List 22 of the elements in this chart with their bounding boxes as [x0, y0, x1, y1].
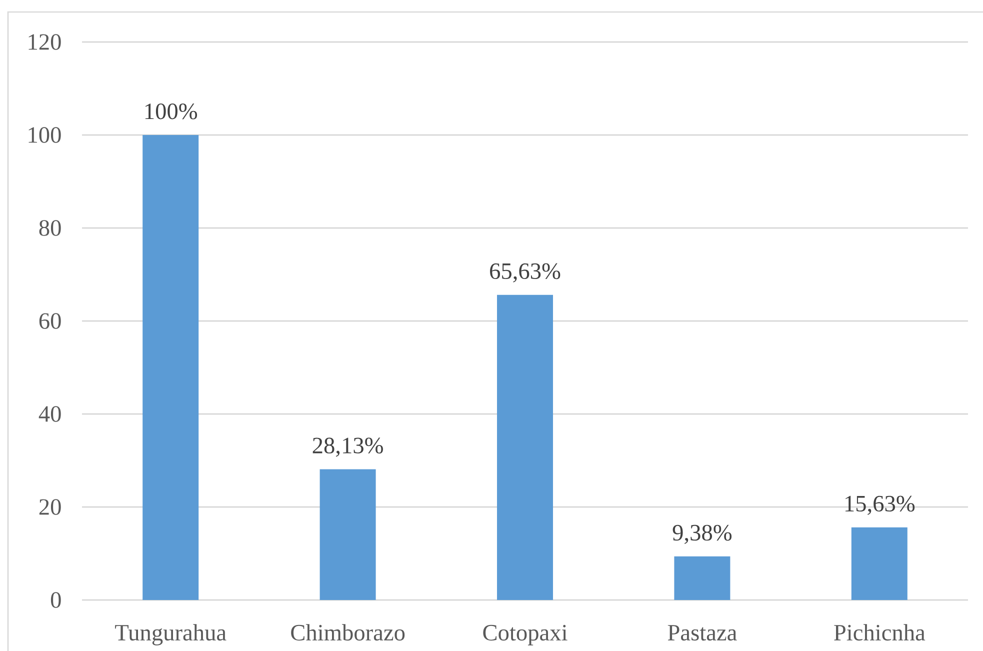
bar	[497, 294, 553, 600]
x-tick-label: Pastaza	[668, 625, 737, 641]
x-tick-label: Pichicnha	[834, 624, 926, 641]
data-label: 65,63%	[490, 263, 560, 282]
y-tick-label: 80	[39, 220, 61, 236]
y-tick-label: 100	[28, 127, 61, 143]
y-tick-label: 0	[50, 592, 61, 608]
data-label: 28,13%	[312, 438, 383, 457]
bar	[851, 527, 908, 600]
bar	[320, 469, 376, 600]
y-tick-label: 60	[39, 313, 61, 329]
data-label: 15,63%	[845, 496, 915, 515]
data-label: 100%	[145, 103, 198, 120]
y-tick-label: 20	[39, 499, 61, 515]
x-tick-label: Chimborazo	[291, 624, 405, 641]
x-tick-label: Tungurahua	[115, 624, 226, 646]
bar	[142, 135, 199, 600]
y-tick-label: 40	[38, 406, 61, 422]
data-label: 9,38%	[672, 524, 732, 544]
y-tick-label: 120	[28, 34, 61, 50]
bar	[674, 556, 730, 600]
x-tick-label: Cotopaxi	[483, 624, 568, 646]
